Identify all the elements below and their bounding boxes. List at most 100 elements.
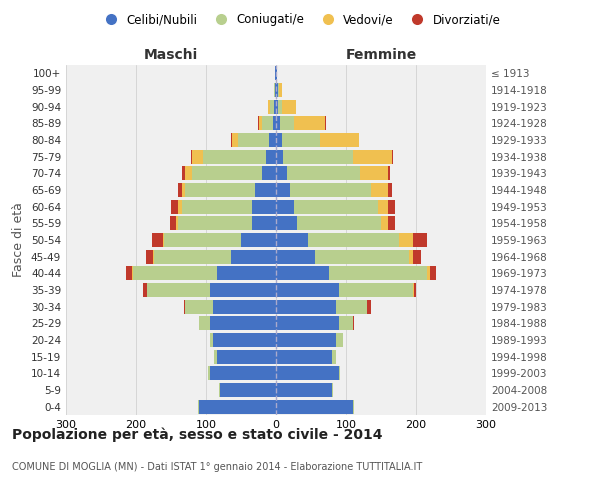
- Bar: [268, 100, 271, 114]
- Bar: [133, 266, 217, 280]
- Bar: [269, 133, 276, 147]
- Bar: [276, 183, 290, 197]
- Bar: [217, 266, 276, 280]
- Bar: [388, 200, 395, 214]
- Bar: [271, 100, 274, 114]
- Bar: [409, 250, 413, 264]
- Bar: [209, 333, 213, 347]
- Bar: [262, 116, 272, 130]
- Bar: [276, 133, 281, 147]
- Bar: [191, 150, 192, 164]
- Bar: [143, 283, 146, 297]
- Bar: [281, 100, 296, 114]
- Bar: [308, 233, 398, 247]
- Bar: [278, 83, 279, 97]
- Bar: [199, 400, 276, 414]
- Bar: [214, 350, 217, 364]
- Bar: [276, 116, 280, 130]
- Bar: [230, 250, 276, 264]
- Bar: [182, 183, 185, 197]
- Bar: [258, 116, 259, 130]
- Bar: [209, 316, 276, 330]
- Bar: [213, 300, 276, 314]
- Bar: [388, 183, 392, 197]
- Bar: [388, 166, 390, 180]
- Bar: [276, 350, 332, 364]
- Bar: [231, 133, 232, 147]
- Bar: [281, 133, 320, 147]
- Bar: [199, 316, 209, 330]
- Bar: [265, 150, 276, 164]
- Bar: [276, 400, 353, 414]
- Bar: [262, 166, 276, 180]
- Bar: [275, 66, 276, 80]
- Bar: [392, 150, 393, 164]
- Bar: [176, 216, 178, 230]
- Bar: [335, 300, 367, 314]
- Bar: [203, 150, 265, 164]
- Bar: [276, 200, 293, 214]
- Bar: [314, 250, 409, 264]
- Text: Maschi: Maschi: [144, 48, 198, 62]
- Bar: [164, 233, 241, 247]
- Bar: [276, 266, 329, 280]
- Legend: Celibi/Nubili, Coniugati/e, Vedovi/e, Divorziati/e: Celibi/Nubili, Coniugati/e, Vedovi/e, Di…: [95, 8, 505, 31]
- Bar: [325, 116, 326, 130]
- Bar: [427, 266, 430, 280]
- Bar: [276, 366, 339, 380]
- Bar: [185, 166, 192, 180]
- Bar: [192, 166, 262, 180]
- Bar: [371, 183, 388, 197]
- Bar: [276, 316, 339, 330]
- Bar: [276, 283, 339, 297]
- Bar: [132, 266, 133, 280]
- Bar: [276, 150, 283, 164]
- Bar: [213, 333, 276, 347]
- Bar: [413, 283, 414, 297]
- Bar: [182, 166, 185, 180]
- Bar: [377, 200, 388, 214]
- Bar: [251, 200, 276, 214]
- Bar: [339, 283, 413, 297]
- Text: Femmine: Femmine: [346, 48, 416, 62]
- Bar: [192, 150, 203, 164]
- Bar: [276, 83, 278, 97]
- Bar: [154, 250, 230, 264]
- Bar: [276, 166, 287, 180]
- Bar: [185, 300, 213, 314]
- Bar: [178, 216, 251, 230]
- Bar: [276, 333, 335, 347]
- Bar: [232, 133, 238, 147]
- Bar: [153, 250, 154, 264]
- Bar: [198, 400, 199, 414]
- Bar: [367, 300, 371, 314]
- Bar: [280, 116, 293, 130]
- Bar: [360, 166, 388, 180]
- Bar: [329, 266, 427, 280]
- Bar: [413, 250, 421, 264]
- Bar: [339, 366, 340, 380]
- Bar: [185, 183, 255, 197]
- Bar: [272, 116, 276, 130]
- Bar: [238, 133, 269, 147]
- Bar: [251, 216, 276, 230]
- Bar: [255, 183, 276, 197]
- Bar: [276, 233, 308, 247]
- Bar: [146, 283, 209, 297]
- Bar: [275, 83, 276, 97]
- Bar: [293, 200, 377, 214]
- Bar: [182, 200, 251, 214]
- Y-axis label: Fasce di età: Fasce di età: [13, 202, 25, 278]
- Bar: [184, 300, 185, 314]
- Bar: [146, 250, 153, 264]
- Bar: [208, 366, 209, 380]
- Bar: [287, 166, 360, 180]
- Bar: [414, 283, 416, 297]
- Bar: [335, 333, 343, 347]
- Bar: [259, 116, 262, 130]
- Bar: [241, 233, 276, 247]
- Bar: [413, 233, 427, 247]
- Bar: [209, 366, 276, 380]
- Bar: [353, 316, 355, 330]
- Bar: [278, 100, 281, 114]
